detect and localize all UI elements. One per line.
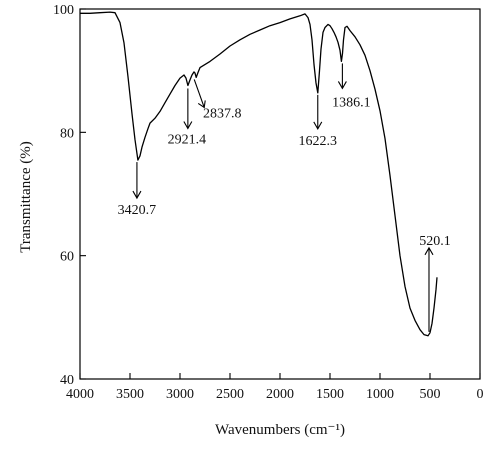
y-tick-label: 80 [60,126,74,141]
spectrum-line [80,11,438,337]
x-tick-label: 1000 [366,387,394,402]
x-tick-label: 500 [420,387,441,402]
y-axis-title: Transmittance (%) [18,141,34,253]
y-tick-label: 40 [60,373,74,388]
peak-label: 3420.7 [118,203,157,218]
x-axis-title: Wavenumbers (cm⁻¹) [215,422,345,438]
peak-annotation: 520.1 [419,234,451,332]
y-tick-label: 100 [53,3,74,18]
peak-label: 520.1 [419,234,451,249]
y-tick-label: 60 [60,250,74,265]
peak-annotation: 2837.8 [193,79,242,121]
peak-label: 1386.1 [332,95,371,110]
x-tick-label: 2500 [216,387,244,402]
peak-annotations: 3420.7 2921.4 2837.8 1622.3 1386.1 520.1 [118,63,451,332]
peak-label: 2837.8 [203,106,242,121]
x-tick-label: 0 [477,387,484,402]
peak-annotation: 1622.3 [299,94,338,149]
peak-annotation: 2921.4 [168,88,207,147]
y-axis: 40 60 80 100 [53,3,86,388]
peak-annotation: 1386.1 [332,63,371,110]
plot-frame [79,8,481,380]
x-tick-label: 2000 [266,387,294,402]
x-tick-label: 3500 [116,387,144,402]
peak-label: 2921.4 [168,132,207,147]
peak-annotation: 3420.7 [118,162,157,218]
x-axis: 4000 3500 3000 2500 2000 1500 1000 500 0 [66,373,484,402]
x-tick-label: 3000 [166,387,194,402]
x-tick-label: 4000 [66,387,94,402]
peak-label: 1622.3 [299,134,338,149]
x-tick-label: 1500 [316,387,344,402]
